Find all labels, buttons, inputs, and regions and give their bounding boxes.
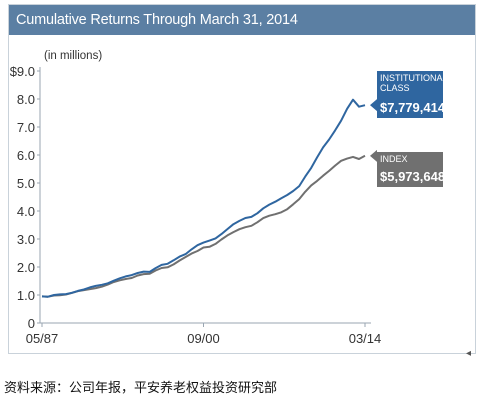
series-name-label: INSTITUTIONAL [380,73,448,83]
unit-note: (in millions) [44,50,102,62]
y-tick-label: 4.0 [17,204,35,219]
y-tick-label: 1.0 [17,288,35,303]
y-tick-label: 6.0 [17,148,35,163]
label-pointer [370,99,377,112]
chart-frame: Cumulative Returns Through March 31, 201… [8,4,476,354]
series-line-index [41,154,366,298]
y-tick-label: 7.0 [17,120,35,135]
y-tick-label: 5.0 [17,176,35,191]
y-tick-label: 0 [28,316,35,331]
returns-chart: (in millions) $9.0 8.0 7.0 6.0 5.0 4.0 3.0 2.0 1.… [10,50,448,346]
y-tick-label: 8.0 [17,92,35,107]
series-name-label: INDEX [380,154,408,164]
x-tick-label: 03/14 [349,331,382,346]
x-tick-label: 09/00 [187,331,220,346]
y-tick-label: 2.0 [17,260,35,275]
series-label-box [377,152,443,187]
series-end-value: $7,779,414 [380,100,446,115]
y-tick-label: 3.0 [17,232,35,247]
label-pointer [370,149,377,162]
series-end-value: $5,973,648 [380,169,445,184]
series-name-label: CLASS [380,83,410,93]
y-tick-label: $9.0 [10,64,35,79]
chart-title: Cumulative Returns Through March 31, 201… [9,5,475,35]
series-line-institutional [41,98,366,298]
series-label-box [377,71,443,118]
paragraph-mark-icon: ◂ [466,348,472,359]
source-caption: 资料来源：公司年报，平安养老权益投资研究部 [4,381,278,396]
x-tick-label: 05/87 [26,331,59,346]
